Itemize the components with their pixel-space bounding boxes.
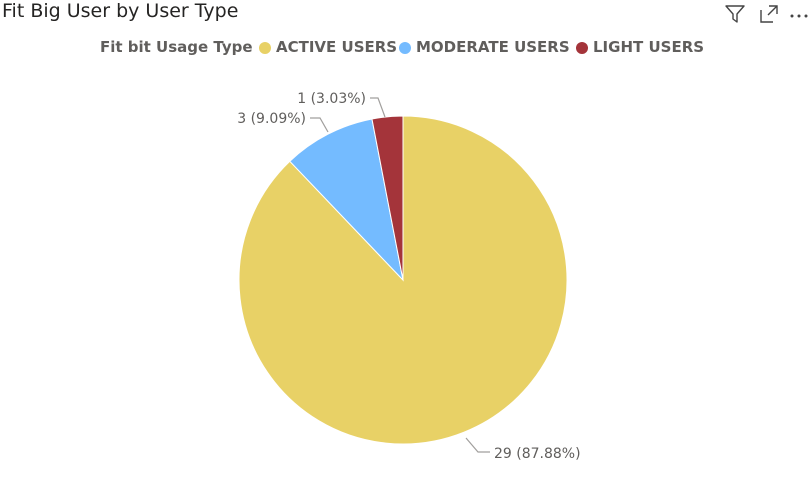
chart-title: Fit Big User by User Type [2, 0, 239, 22]
leader-line-active-users [465, 437, 490, 453]
legend-title: Fit bit Usage Type [100, 38, 253, 56]
filter-icon[interactable] [723, 2, 747, 26]
legend-swatch-light-users [576, 42, 588, 54]
pie-slice-moderate-users[interactable] [289, 118, 404, 282]
legend-swatch-moderate-users [399, 42, 411, 54]
visual-header-toolbar [711, 0, 811, 30]
legend-item-light-users[interactable]: LIGHT USERS [593, 38, 705, 56]
legend-item-moderate-users[interactable]: MODERATE USERS [416, 38, 570, 56]
pie-slice-light-users[interactable] [371, 115, 404, 281]
data-label-moderate-users: 3 (9.09%) [237, 111, 306, 127]
legend-item-active-users[interactable]: ACTIVE USERS [276, 38, 398, 56]
data-label-light-users: 1 (3.03%) [297, 91, 366, 107]
chart-legend: Fit bit Usage Type ACTIVE USERS MODERATE… [0, 36, 811, 60]
data-label-active-users: 29 (87.88%) [494, 446, 581, 462]
leader-line-light-users [370, 97, 386, 118]
leader-line-moderate-users [310, 117, 329, 133]
legend-swatch-active-users [259, 42, 271, 54]
focus-mode-icon[interactable] [757, 2, 781, 26]
more-options-icon[interactable] [787, 2, 811, 26]
